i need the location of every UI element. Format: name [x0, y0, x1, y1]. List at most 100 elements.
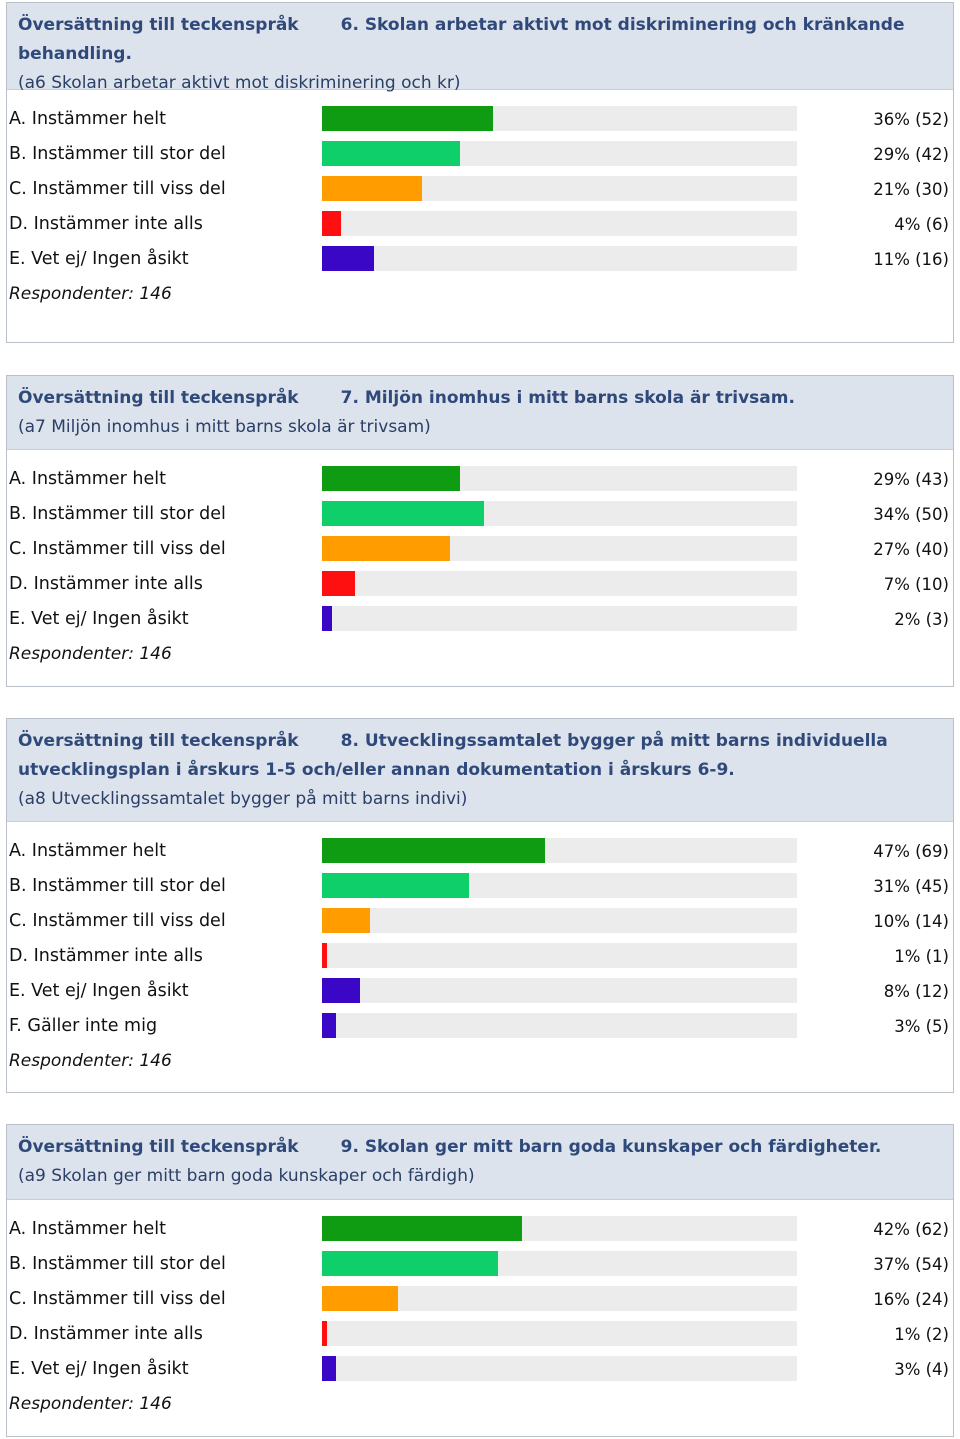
bar-track [322, 943, 797, 968]
bar-fill [322, 466, 460, 491]
question-text: 6. Skolan arbetar aktivt mot diskriminer… [18, 15, 905, 64]
bar-fill [322, 176, 422, 201]
bar-fill [322, 1251, 498, 1276]
answer-label: A. Instämmer helt [9, 109, 166, 129]
answer-value: 47% (69) [873, 842, 949, 861]
bar-fill [322, 873, 469, 898]
answer-value: 21% (30) [873, 180, 949, 199]
bar-track [322, 211, 797, 236]
answer-label: A. Instämmer helt [9, 841, 166, 861]
question-code: (a6 Skolan arbetar aktivt mot diskrimine… [18, 73, 461, 93]
answer-row: E. Vet ej/ Ingen åsikt 3% (4) [7, 1352, 953, 1387]
answer-value: 1% (2) [894, 1325, 949, 1344]
answer-label: D. Instämmer inte alls [9, 946, 203, 966]
answer-row: C. Instämmer till viss del 21% (30) [7, 172, 953, 207]
answer-label: C. Instämmer till viss del [9, 179, 226, 199]
answer-value: 1% (1) [894, 947, 949, 966]
bar-fill [322, 606, 332, 631]
bar-track [322, 1216, 797, 1241]
bar-fill [322, 943, 327, 968]
bar-track [322, 1251, 797, 1276]
answer-value: 11% (16) [873, 250, 949, 269]
bar-fill [322, 141, 460, 166]
question-panel-9: Översättning till teckenspråk 9. Skolan g… [6, 1124, 954, 1437]
bar-fill [322, 571, 355, 596]
answer-value: 4% (6) [894, 215, 949, 234]
question-title: Översättning till teckenspråk 8. Utveckli… [18, 727, 943, 785]
bar-fill [322, 1321, 327, 1346]
bar-fill [322, 838, 545, 863]
answer-row: A. Instämmer helt 42% (62) [7, 1212, 953, 1247]
answer-label: C. Instämmer till viss del [9, 911, 226, 931]
answer-row: C. Instämmer till viss del 16% (24) [7, 1282, 953, 1317]
answer-label: B. Instämmer till stor del [9, 504, 226, 524]
answer-label: D. Instämmer inte alls [9, 214, 203, 234]
question-text: 8. Utvecklingssamtalet bygger på mitt ba… [18, 731, 888, 780]
answer-label: C. Instämmer till viss del [9, 539, 226, 559]
sign-language-prefix[interactable]: Översättning till teckenspråk [18, 388, 299, 408]
bar-fill [322, 501, 484, 526]
sign-language-prefix[interactable]: Översättning till teckenspråk [18, 1137, 299, 1157]
answer-label: C. Instämmer till viss del [9, 1289, 226, 1309]
answer-row: E. Vet ej/ Ingen åsikt 8% (12) [7, 974, 953, 1009]
bar-track [322, 1286, 797, 1311]
sign-language-prefix[interactable]: Översättning till teckenspråk [18, 731, 299, 751]
answer-value: 34% (50) [873, 505, 949, 524]
answer-row: A. Instämmer helt 47% (69) [7, 834, 953, 869]
answer-value: 7% (10) [883, 575, 949, 594]
answer-label: D. Instämmer inte alls [9, 1324, 203, 1344]
answer-row: B. Instämmer till stor del 37% (54) [7, 1247, 953, 1282]
bar-fill [322, 106, 493, 131]
answer-value: 37% (54) [873, 1255, 949, 1274]
answer-row: B. Instämmer till stor del 29% (42) [7, 137, 953, 172]
answer-label: B. Instämmer till stor del [9, 876, 226, 896]
question-title: Översättning till teckenspråk 9. Skolan g… [18, 1133, 943, 1162]
question-title: Översättning till teckenspråk 7. Miljön i… [18, 384, 943, 413]
bar-fill [322, 211, 341, 236]
respondents-count: Respondenter: 146 [9, 1394, 172, 1414]
respondents-count: Respondenter: 146 [9, 644, 172, 664]
question-header: Översättning till teckenspråk 8. Utveckli… [7, 719, 953, 822]
sign-language-prefix[interactable]: Översättning till teckenspråk [18, 15, 299, 35]
answer-label: A. Instämmer helt [9, 469, 166, 489]
bar-fill [322, 536, 450, 561]
answer-value: 3% (5) [894, 1017, 949, 1036]
answer-value: 27% (40) [873, 540, 949, 559]
bar-fill [322, 1286, 398, 1311]
answer-label: E. Vet ej/ Ingen åsikt [9, 1359, 189, 1379]
bar-track [322, 501, 797, 526]
question-panel-8: Översättning till teckenspråk 8. Utveckli… [6, 718, 954, 1093]
respondents-count: Respondenter: 146 [9, 284, 172, 304]
bar-track [322, 536, 797, 561]
question-code: (a8 Utvecklingssamtalet bygger på mitt b… [18, 789, 468, 809]
question-header: Översättning till teckenspråk 7. Miljön i… [7, 376, 953, 450]
answer-label: D. Instämmer inte alls [9, 574, 203, 594]
answer-value: 10% (14) [873, 912, 949, 931]
bar-track [322, 873, 797, 898]
answer-row: B. Instämmer till stor del 34% (50) [7, 497, 953, 532]
answer-row: B. Instämmer till stor del 31% (45) [7, 869, 953, 904]
answer-row: D. Instämmer inte alls 1% (2) [7, 1317, 953, 1352]
answer-value: 3% (4) [894, 1360, 949, 1379]
answer-label: B. Instämmer till stor del [9, 144, 226, 164]
bar-fill [322, 908, 370, 933]
respondents-count: Respondenter: 146 [9, 1051, 172, 1071]
bar-track [322, 141, 797, 166]
question-code: (a7 Miljön inomhus i mitt barns skola är… [18, 417, 431, 437]
bar-track [322, 838, 797, 863]
bar-track [322, 466, 797, 491]
answer-row: D. Instämmer inte alls 4% (6) [7, 207, 953, 242]
answer-row: D. Instämmer inte alls 7% (10) [7, 567, 953, 602]
answer-row: A. Instämmer helt 36% (52) [7, 102, 953, 137]
bar-track [322, 908, 797, 933]
answer-label: A. Instämmer helt [9, 1219, 166, 1239]
bar-fill [322, 1013, 336, 1038]
answer-label: B. Instämmer till stor del [9, 1254, 226, 1274]
answer-label: F. Gäller inte mig [9, 1016, 158, 1036]
bar-track [322, 106, 797, 131]
answer-value: 29% (42) [873, 145, 949, 164]
question-code: (a9 Skolan ger mitt barn goda kunskaper … [18, 1166, 475, 1186]
question-text: 7. Miljön inomhus i mitt barns skola är … [340, 388, 795, 408]
answer-label: E. Vet ej/ Ingen åsikt [9, 609, 189, 629]
question-panel-7: Översättning till teckenspråk 7. Miljön i… [6, 375, 954, 687]
